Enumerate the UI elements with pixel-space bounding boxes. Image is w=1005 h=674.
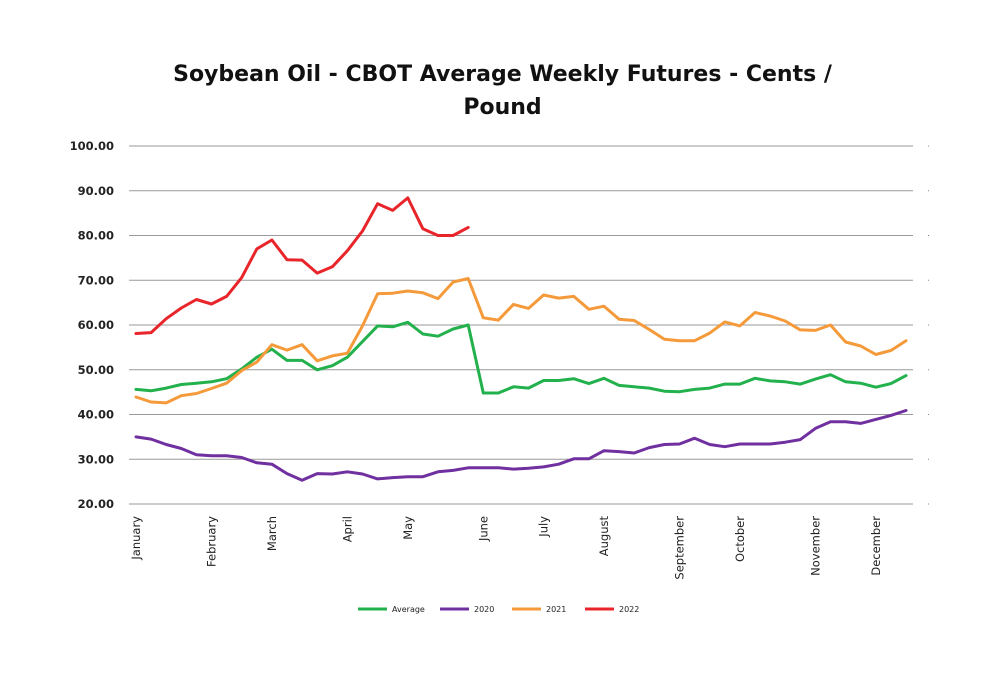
x-tick-label: December	[869, 516, 883, 576]
series-lines	[134, 196, 908, 482]
y-tick-label: 50.00	[78, 363, 114, 377]
chart-title-line-1: Soybean Oil - CBOT Average Weekly Future…	[173, 62, 832, 87]
x-tick-label: May	[401, 516, 415, 540]
y-axis-tick-labels: 20.00 30.00 40.00 50.00 60.00 70.00 80.00 90.00…	[70, 139, 114, 511]
legend-label-2022: 2022	[619, 605, 639, 614]
series-line-2022	[134, 196, 470, 335]
y-tick-label: 90.00	[78, 184, 114, 198]
y-tick-label: 30.00	[78, 452, 114, 466]
legend-label-average: Average	[392, 605, 425, 614]
y-tick-label: 70.00	[78, 273, 114, 287]
x-tick-label: February	[204, 516, 218, 567]
y-tick-label: 40.00	[78, 408, 114, 422]
x-tick-label: August	[597, 516, 611, 557]
y-tick-label: 60.00	[78, 318, 114, 332]
legend-label-2021: 2021	[546, 605, 566, 614]
x-tick-label: March	[265, 516, 279, 551]
chart-title-line-2: Pound	[463, 95, 542, 120]
series-line-average	[134, 320, 908, 395]
y-tick-label: 80.00	[78, 229, 114, 243]
x-axis-month-labels: January February March April May June July Augu…	[129, 516, 883, 580]
chart-title: Soybean Oil - CBOT Average Weekly Future…	[0, 58, 1005, 124]
x-tick-label: November	[808, 516, 822, 576]
legend-label-2020: 2020	[474, 605, 494, 614]
gridlines	[129, 145, 929, 505]
x-tick-label: April	[340, 516, 354, 542]
x-tick-label: July	[537, 516, 551, 538]
x-tick-label: January	[129, 516, 143, 561]
legend: Average 2020 2021 2022	[358, 605, 639, 614]
x-tick-label: September	[673, 516, 687, 580]
y-tick-label: 20.00	[78, 497, 114, 511]
x-tick-label: June	[476, 516, 490, 542]
x-tick-label: October	[733, 516, 747, 562]
series-line-2021	[134, 277, 908, 405]
series-line-2020	[134, 409, 908, 482]
y-tick-label: 100.00	[70, 139, 114, 153]
